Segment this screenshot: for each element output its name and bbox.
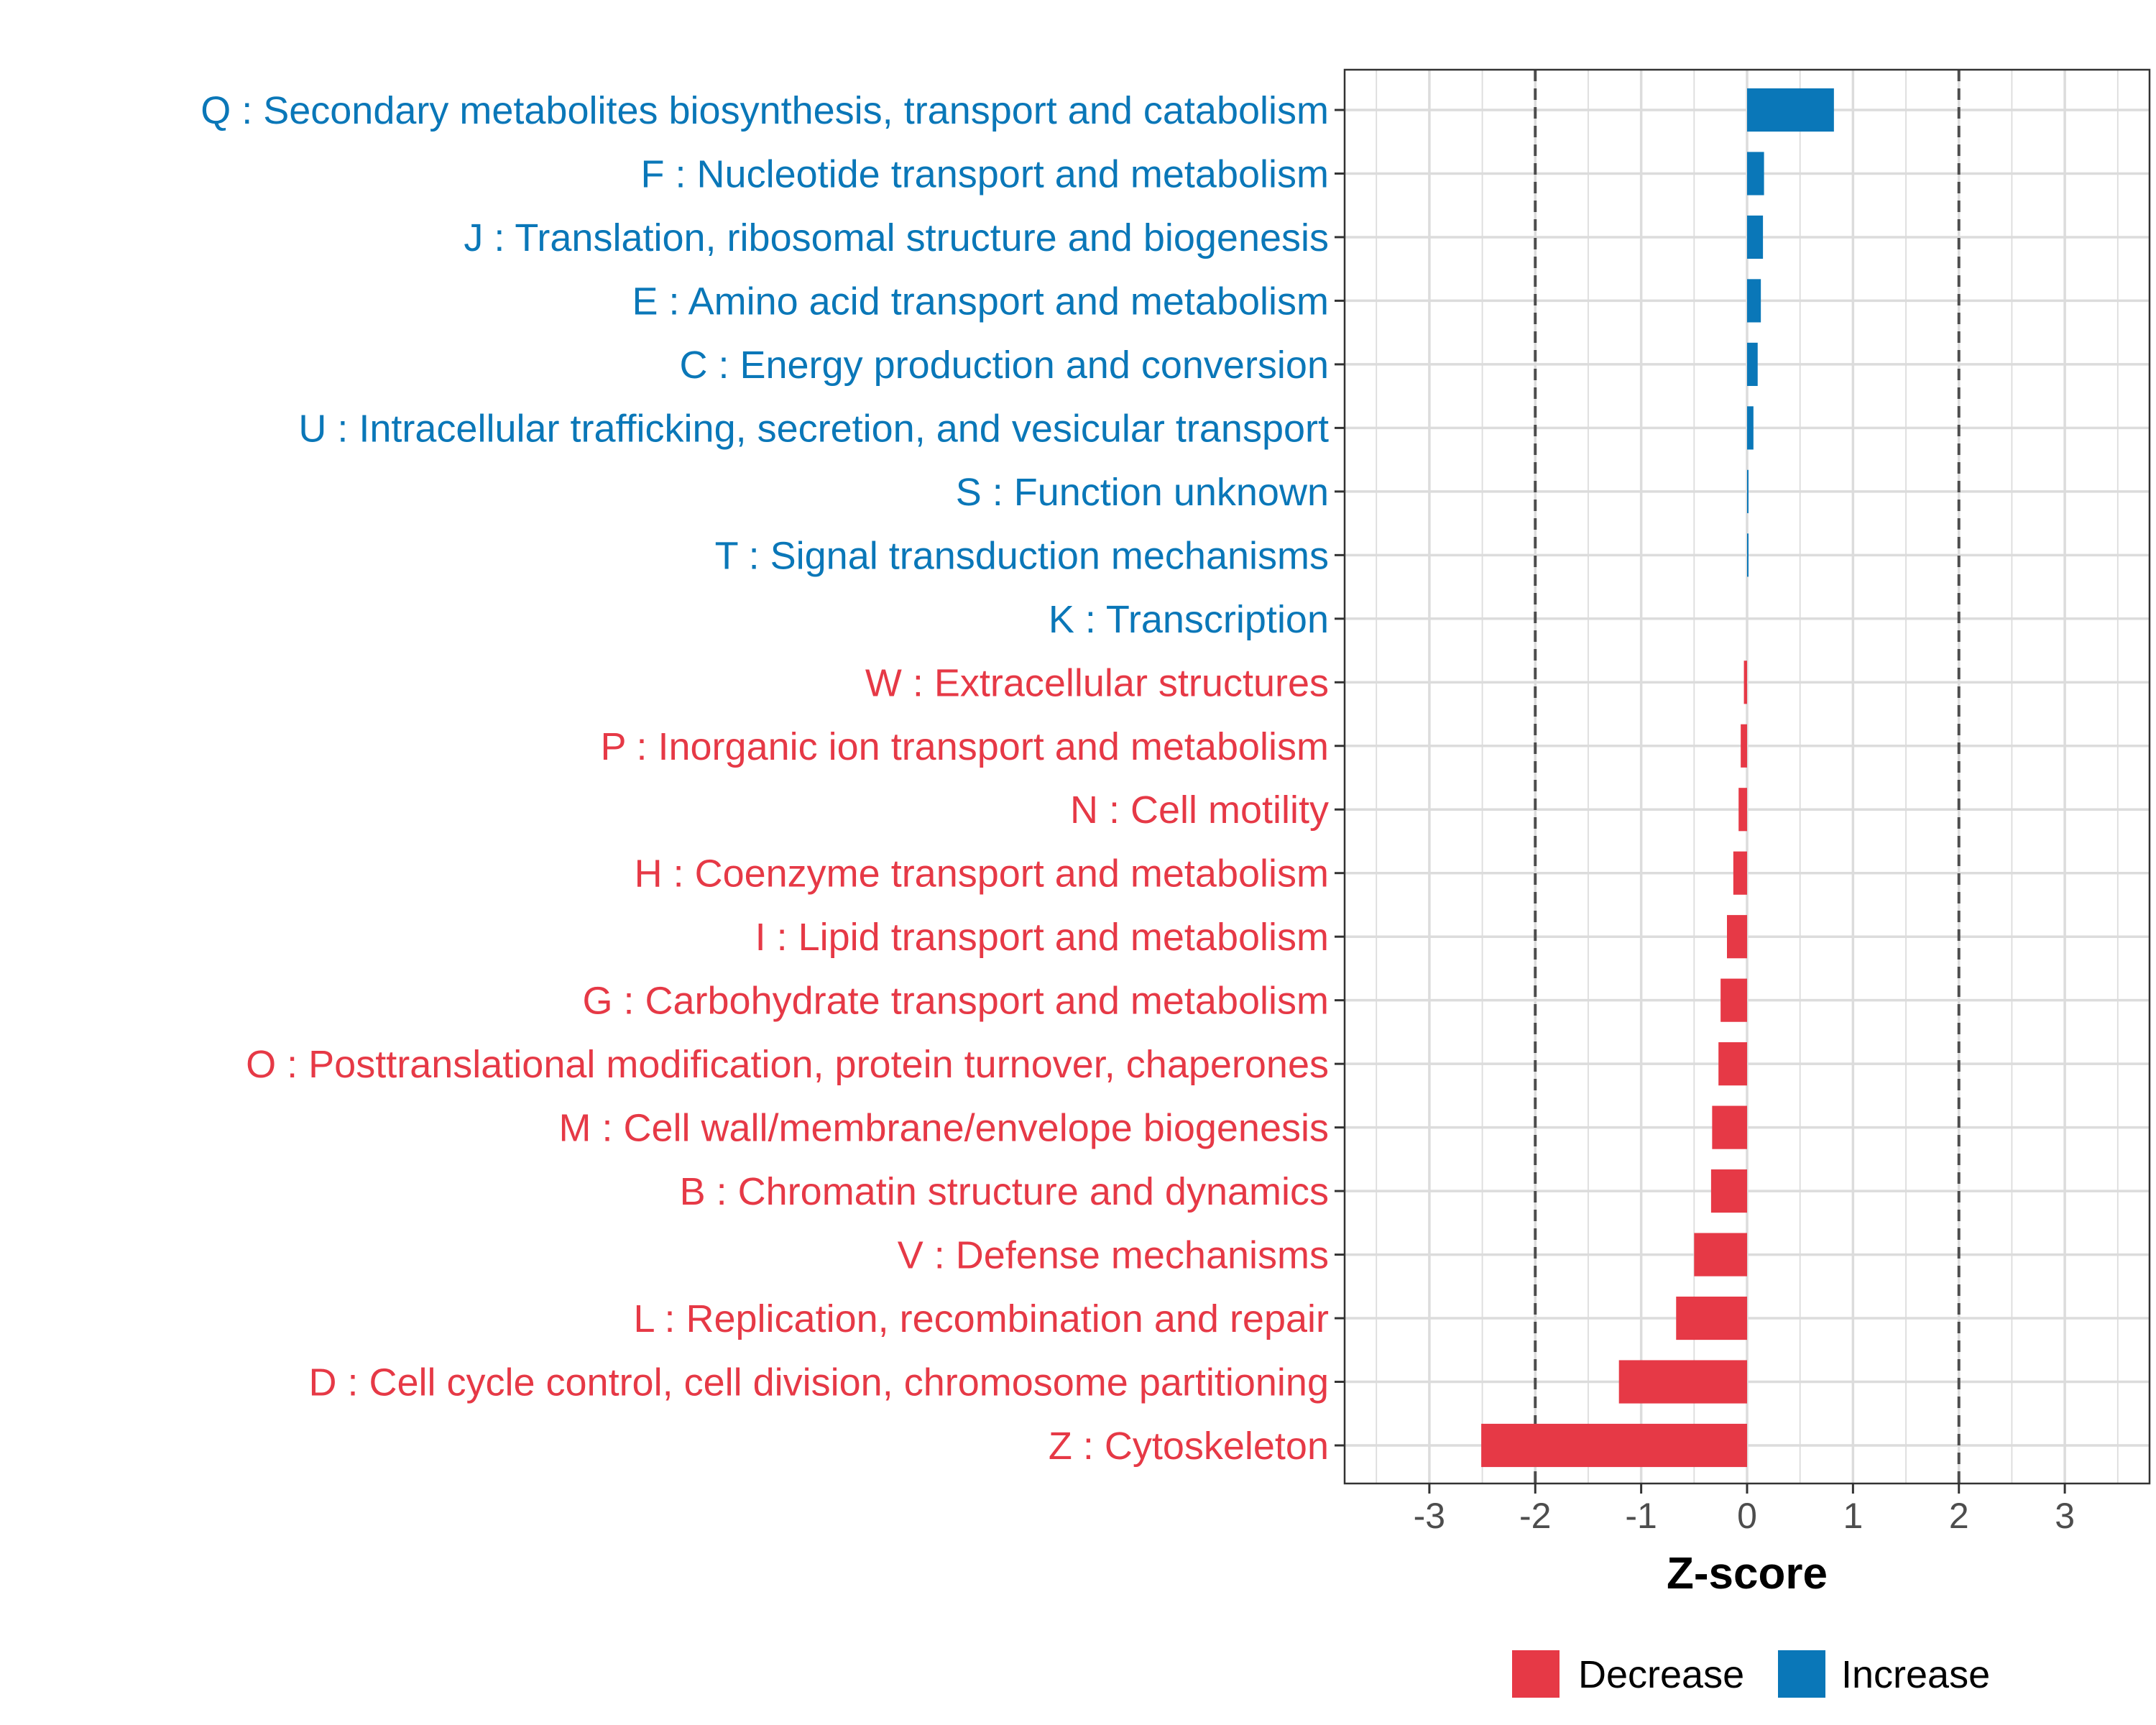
bar [1747, 88, 1834, 132]
bar [1738, 788, 1747, 832]
bar [1747, 279, 1761, 323]
legend: Decrease Increase [1512, 1650, 1990, 1698]
category-label: Z : Cytoskeleton [1049, 1425, 1329, 1468]
x-tick-label: 0 [1737, 1496, 1757, 1536]
legend-swatch-decrease [1512, 1650, 1560, 1698]
x-tick-label: -2 [1519, 1496, 1551, 1536]
x-tick-label: -3 [1414, 1496, 1445, 1536]
category-label: M : Cell wall/membrane/envelope biogenes… [558, 1107, 1329, 1150]
category-label: K : Transcription [1049, 598, 1329, 641]
category-label: E : Amino acid transport and metabolism [632, 280, 1329, 323]
bar [1743, 661, 1747, 704]
bar [1727, 915, 1747, 959]
bar [1733, 851, 1747, 895]
bar [1710, 1169, 1747, 1213]
bar [1747, 342, 1758, 386]
category-label: U : Intracellular trafficking, secretion… [298, 407, 1329, 450]
bar [1694, 1233, 1747, 1276]
bar [1747, 469, 1749, 513]
category-label: G : Carbohydrate transport and metabolis… [583, 980, 1330, 1023]
bar [1747, 215, 1764, 259]
legend-label-decrease: Decrease [1578, 1653, 1744, 1696]
x-axis: -3 -2 -1 0 1 2 3 [1414, 1484, 2075, 1536]
bar [1618, 1360, 1747, 1404]
category-label: V : Defense mechanisms [898, 1234, 1329, 1277]
category-label: N : Cell motility [1070, 788, 1329, 832]
category-label: O : Posttranslational modification, prot… [246, 1043, 1329, 1086]
category-label: C : Energy production and conversion [679, 344, 1329, 387]
bar [1720, 978, 1747, 1022]
legend-swatch-increase [1778, 1650, 1825, 1698]
bar [1741, 724, 1747, 768]
category-label: S : Function unknown [956, 471, 1329, 514]
category-label: I : Lipid transport and metabolism [755, 916, 1329, 959]
category-label: W : Extracellular structures [865, 661, 1329, 704]
x-tick-label: 2 [1949, 1496, 1969, 1536]
category-label: Q : Secondary metabolites biosynthesis, … [201, 89, 1329, 132]
legend-label-increase: Increase [1841, 1653, 1990, 1696]
bar [1481, 1423, 1747, 1468]
x-tick-label: 1 [1843, 1496, 1863, 1536]
category-label: L : Replication, recombination and repai… [633, 1297, 1329, 1340]
category-label: J : Translation, ribosomal structure and… [464, 216, 1329, 259]
category-label: P : Inorganic ion transport and metaboli… [600, 725, 1329, 768]
category-label: H : Coenzyme transport and metabolism [635, 852, 1329, 896]
category-label: B : Chromatin structure and dynamics [680, 1170, 1329, 1213]
x-tick-label: -1 [1625, 1496, 1657, 1536]
x-tick-label: 3 [2055, 1496, 2075, 1536]
bar [1712, 1105, 1747, 1149]
bar [1747, 152, 1764, 196]
threshold-lines [1534, 70, 1961, 1484]
x-axis-title: Z-score [1667, 1549, 1828, 1598]
bars [1481, 88, 1834, 1468]
bar [1747, 406, 1754, 450]
bar [1718, 1042, 1747, 1086]
category-label: D : Cell cycle control, cell division, c… [308, 1361, 1329, 1404]
y-axis: Q : Secondary metabolites biosynthesis, … [201, 89, 1345, 1468]
bar [1676, 1296, 1747, 1340]
category-label: F : Nucleotide transport and metabolism [641, 152, 1329, 196]
bar [1747, 533, 1749, 577]
category-label: T : Signal transduction mechanisms [715, 534, 1329, 577]
